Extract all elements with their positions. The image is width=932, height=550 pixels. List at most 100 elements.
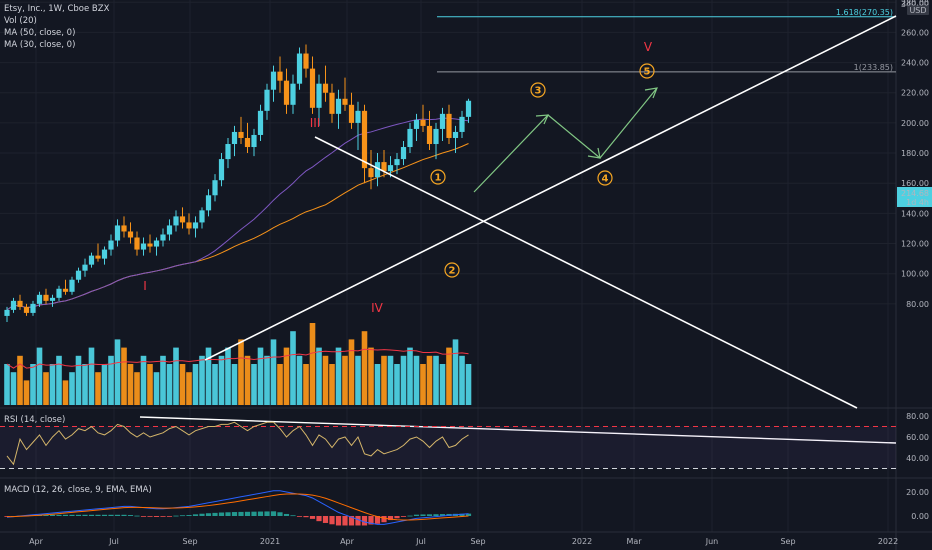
legend-ma30[interactable]: MA (30, close, 0)	[4, 40, 76, 50]
macd-histogram-bar	[465, 513, 472, 516]
time-label: Sep	[470, 537, 485, 546]
volume-bar	[251, 364, 257, 405]
legend-rsi[interactable]: RSI (14, close)	[4, 415, 66, 425]
volume-bars	[4, 323, 472, 405]
macd-histogram-bar	[329, 516, 335, 525]
candle-body	[140, 243, 147, 250]
macd-tick: 20.00	[906, 488, 929, 497]
legend-title[interactable]: Etsy, Inc., 1W, Cboe BZX	[4, 4, 110, 14]
candle-body	[82, 264, 88, 271]
candle-body	[30, 303, 36, 313]
candle-body	[75, 270, 82, 280]
candle-body	[43, 294, 49, 301]
macd-histogram-bar	[153, 516, 160, 517]
candle-body	[36, 294, 43, 304]
macd-histogram-bar	[173, 515, 179, 517]
volume-bar	[426, 355, 433, 405]
legend-ma50[interactable]: MA (50, close, 0)	[4, 28, 76, 38]
candle-body	[283, 80, 290, 105]
volume-bar	[218, 355, 225, 405]
candle-body	[426, 125, 433, 145]
volume-bar	[186, 372, 192, 405]
volume-bar	[4, 364, 10, 405]
candle-body	[69, 279, 75, 292]
legend-macd[interactable]: MACD (12, 26, close, 9, EMA, EMA)	[4, 485, 152, 495]
time-label: Jul	[415, 537, 426, 546]
macd-histogram-bar	[238, 511, 244, 516]
volume-ma-line	[6, 348, 469, 369]
candle-body	[212, 180, 218, 196]
arrow-head	[587, 147, 601, 159]
fib-level-label: 1(233.85)	[854, 63, 893, 72]
macd-tick: 0.00	[911, 512, 929, 521]
candle-body	[62, 288, 69, 292]
candle-body	[95, 255, 101, 259]
ma50-line	[6, 143, 469, 311]
candle-body	[394, 159, 400, 166]
macd-histogram-bar	[225, 512, 231, 516]
price-axis[interactable]: 340.00USD320.00300.00280.00260.00240.002…	[897, 0, 932, 521]
macd-histogram-bar	[88, 514, 95, 516]
candle-body	[166, 225, 173, 235]
macd-histogram-bar	[82, 514, 88, 516]
signal-line	[7, 493, 469, 521]
candle-body	[134, 237, 140, 250]
candle-body	[361, 110, 368, 169]
price-tick: 220.00	[901, 89, 929, 98]
candle-body	[108, 240, 114, 250]
volume-bar	[446, 347, 452, 405]
candle-body	[127, 231, 134, 238]
rsi-band	[0, 426, 896, 469]
price-tick: 200.00	[901, 119, 929, 128]
price-tick: 120.00	[901, 240, 929, 249]
macd-line	[6, 490, 469, 525]
price-tick: 100.00	[901, 270, 929, 279]
candle-body	[23, 306, 30, 313]
candle-body	[303, 53, 309, 69]
trendlines[interactable]	[139, 15, 897, 444]
volume-bar	[114, 339, 121, 405]
volume-bar	[179, 364, 186, 405]
time-axis[interactable]: Apr Jul Sep 2021 Apr Jul Sep 2022 Mar Jun Sep 2022	[29, 537, 898, 546]
volume-bar	[212, 364, 218, 405]
volume-bar	[439, 364, 446, 405]
macd-histogram-bar	[95, 514, 101, 516]
macd-histogram-bar	[108, 514, 114, 516]
macd-histogram-bar	[316, 516, 322, 522]
volume-bar	[303, 364, 309, 405]
macd-histogram-bar	[322, 516, 329, 523]
candle-body	[420, 119, 426, 126]
candle-body	[446, 113, 452, 138]
volume-bar	[465, 364, 472, 405]
macd-histogram-bar	[121, 514, 127, 516]
legend-volume[interactable]: Vol (20)	[4, 16, 37, 26]
macd-histogram-bar	[277, 512, 283, 516]
candle-body	[257, 110, 264, 135]
macd-histogram-bar	[394, 516, 400, 519]
volume-bar	[322, 355, 329, 405]
macd-histogram-bar	[407, 515, 413, 517]
wave-label-4: 4	[602, 174, 609, 185]
macd-histogram-bar	[368, 516, 374, 525]
price-tick: 140.00	[901, 209, 929, 218]
volume-bar	[270, 339, 277, 405]
time-label: Mar	[626, 537, 642, 546]
candle-body	[342, 98, 348, 105]
volume-bar	[381, 355, 387, 405]
volume-bar	[368, 347, 374, 405]
candle-body	[225, 144, 231, 160]
macd-histogram-bar	[101, 514, 108, 516]
macd-histogram-bar	[251, 511, 257, 516]
wave-projection-arrows[interactable]	[473, 87, 658, 193]
countdown-value: 1d 4h	[906, 198, 929, 207]
volume-bar	[433, 355, 439, 405]
candle-body	[231, 131, 238, 145]
fib-extension-levels[interactable]: 2(292.91)1.618(270.35)1(233.85)	[437, 0, 896, 73]
arrow-head	[535, 114, 549, 125]
rsi-tick: 60.00	[906, 433, 929, 442]
candle-body	[179, 216, 186, 223]
macd-histogram-bar	[212, 512, 218, 516]
volume-bar	[147, 364, 153, 405]
